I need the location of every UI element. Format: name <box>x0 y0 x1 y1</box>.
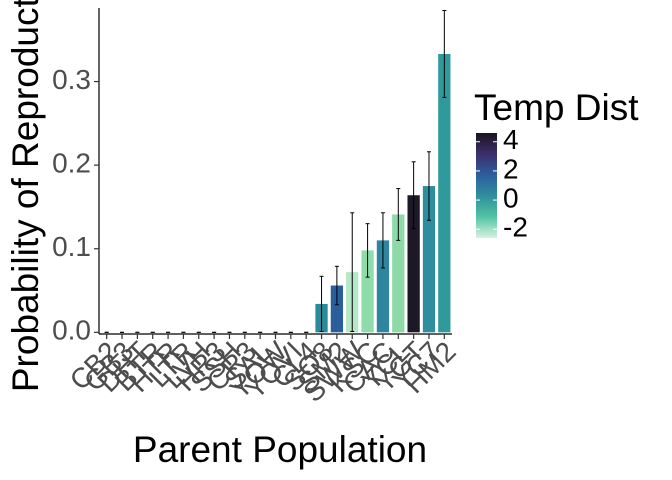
bar <box>438 53 451 333</box>
y-tick-label: 0.2 <box>52 148 91 179</box>
x-axis-title: Parent Population <box>133 429 427 470</box>
bar <box>422 186 436 333</box>
bar <box>376 240 390 333</box>
colorbar-label: 4 <box>503 124 519 155</box>
y-tick-label: 0.1 <box>52 231 91 262</box>
y-axis-title: Probability of Reproduction <box>5 0 46 392</box>
legend-title: Temp Dist <box>474 87 639 128</box>
colorbar-label: 0 <box>503 182 519 213</box>
colorbar-label: -2 <box>503 212 528 243</box>
colorbar <box>476 133 497 238</box>
colorbar-label: 2 <box>503 153 519 184</box>
bar <box>407 195 420 333</box>
bar <box>392 214 405 333</box>
y-tick-label: 0.0 <box>52 315 91 346</box>
bar <box>361 250 374 333</box>
bar <box>330 285 344 333</box>
y-tick-label: 0.3 <box>52 64 91 95</box>
